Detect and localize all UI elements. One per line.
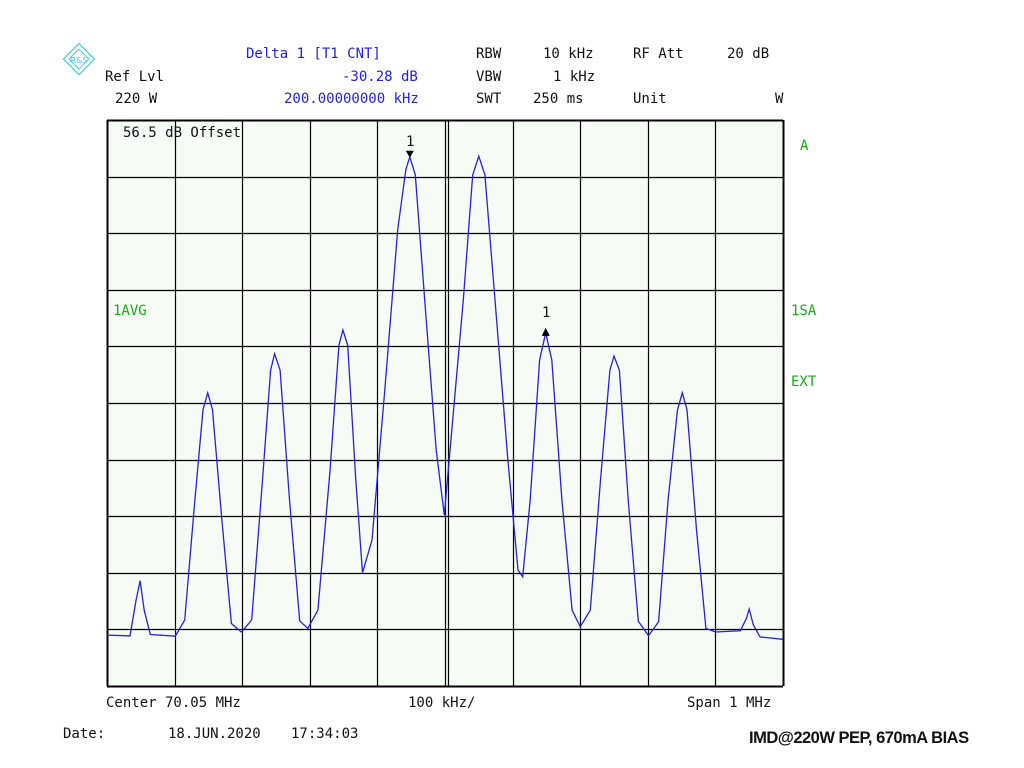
marker-level: -30.28 dB xyxy=(342,69,418,85)
marker1-label: 1 xyxy=(406,134,415,150)
unit-label: Unit xyxy=(633,91,667,107)
rf-att-label: RF Att xyxy=(633,46,684,62)
vbw-value: 1 kHz xyxy=(553,69,596,85)
sa-label: 1SA xyxy=(791,303,817,319)
unit-value: W xyxy=(775,91,784,107)
trace-group xyxy=(106,154,784,640)
rf-att-value: 20 dB xyxy=(727,46,770,62)
rs-logo: R&S xyxy=(62,42,96,76)
span: Span 1 MHz xyxy=(687,695,772,711)
vbw-label: VBW xyxy=(476,69,502,85)
rbw-value: 10 kHz xyxy=(543,46,594,62)
svg-text:R&S: R&S xyxy=(71,56,88,65)
plot-caption: IMD@220W PEP, 670mA BIAS xyxy=(749,729,969,747)
grid xyxy=(106,119,785,688)
avg-label: 1AVG xyxy=(113,303,147,319)
marker-title: Delta 1 [T1 CNT] xyxy=(246,46,381,62)
date-label: Date: xyxy=(63,726,106,742)
swt-label: SWT xyxy=(476,91,502,107)
rbw-label: RBW xyxy=(476,46,502,62)
spectrum-trace xyxy=(106,154,784,640)
time-value: 17:34:03 xyxy=(291,726,359,742)
marker-down-triangle-icon xyxy=(405,150,414,158)
markers xyxy=(405,150,550,336)
trace-label: A xyxy=(800,138,809,154)
offset-label: 56.5 dB Offset xyxy=(123,125,242,141)
delta-marker-up-triangle-icon xyxy=(541,327,550,336)
date-value: 18.JUN.2020 xyxy=(168,726,261,742)
ext-label: EXT xyxy=(791,374,817,390)
swt-value: 250 ms xyxy=(533,91,584,107)
per-division: 100 kHz/ xyxy=(408,695,476,711)
ref-lvl-label: Ref Lvl xyxy=(105,69,165,85)
marker-freq: 200.00000000 kHz xyxy=(284,91,419,107)
center-frequency: Center 70.05 MHz xyxy=(106,695,241,711)
ref-lvl-value: 220 W xyxy=(115,91,158,107)
delta-marker-label: 1 xyxy=(542,305,551,321)
